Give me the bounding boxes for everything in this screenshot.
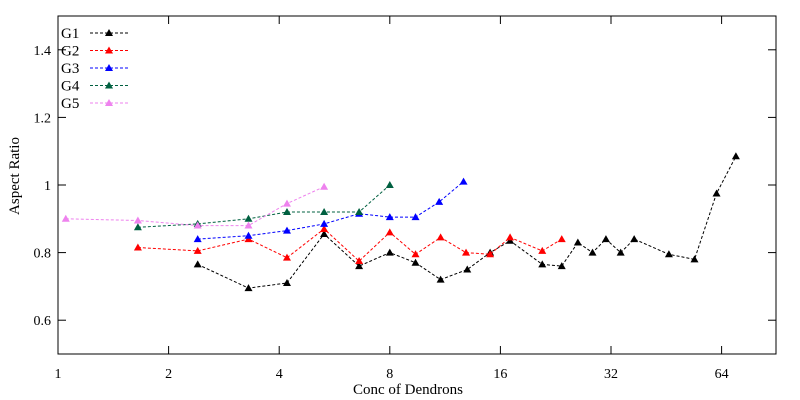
x-axis-title: Conc of Dendrons — [353, 382, 463, 398]
series-g1-point — [731, 152, 740, 160]
series-g3-point — [193, 235, 202, 243]
series-g1-point — [385, 248, 394, 256]
y-axis: 0.6 0.8 1 1.2 1.4 — [34, 44, 776, 329]
series-g2-point — [462, 248, 471, 256]
legend-marker-g5 — [105, 99, 113, 106]
series-g1-point — [244, 284, 253, 292]
series-g5-point — [244, 221, 253, 229]
series-g1 — [193, 152, 740, 292]
series-g2-line — [137, 228, 562, 262]
series-g1-point — [712, 189, 721, 197]
legend-label-g1: G1 — [61, 26, 79, 42]
series-g2 — [133, 224, 566, 265]
series-g1-point — [355, 262, 364, 270]
y-tick-label: 1.2 — [34, 111, 52, 126]
series-g1-point — [616, 248, 625, 256]
legend-label-g2: G2 — [61, 44, 79, 60]
series-g5-point — [61, 214, 70, 222]
series-g1-point — [557, 262, 566, 270]
x-axis: 1 2 4 8 16 32 64 — [55, 16, 729, 382]
series-g2-point — [538, 246, 547, 254]
legend-label-g4: G4 — [61, 79, 80, 95]
x-tick-label: 1 — [55, 367, 62, 382]
legend-marker-g2 — [105, 46, 113, 54]
series-g5 — [61, 182, 329, 229]
series-g4-point — [355, 208, 364, 216]
x-tick-label: 16 — [493, 367, 507, 382]
series-g3-point — [411, 213, 420, 221]
series-g2-point — [320, 224, 329, 232]
series-g1-line — [197, 156, 737, 289]
series-g3-point — [459, 177, 468, 185]
series-g2-point — [133, 243, 142, 251]
series-g5-point — [193, 221, 202, 229]
series-g5-point — [133, 216, 142, 224]
series-g1-point — [538, 260, 547, 268]
legend-label-g3: G3 — [61, 61, 79, 77]
plot-frame — [57, 15, 777, 355]
series-g5-line — [65, 186, 325, 227]
series-g1-point — [320, 230, 329, 238]
series-g3 — [193, 177, 468, 243]
y-tick-label: 1 — [44, 179, 51, 194]
y-tick-label: 1.4 — [34, 44, 52, 59]
x-tick-label: 4 — [276, 367, 283, 382]
legend-marker-g1 — [105, 29, 113, 36]
series-g1-point — [664, 250, 673, 258]
series-g1-point — [282, 279, 291, 287]
series-g1-point — [411, 258, 420, 266]
series-g2-point — [486, 250, 495, 258]
series-g1-point — [588, 248, 597, 256]
series-g3-point — [385, 213, 394, 221]
legend-marker-g4 — [105, 81, 113, 89]
series-g3-point — [282, 226, 291, 234]
x-tick-label: 32 — [604, 367, 618, 382]
series-g2-point — [506, 233, 515, 241]
series-g4-point — [320, 208, 329, 216]
series-g1-point — [573, 238, 582, 246]
y-axis-title: Aspect Ratio — [7, 137, 23, 215]
legend-marker-g3 — [105, 64, 113, 71]
series-g3-point — [320, 219, 329, 227]
series-g1-point — [436, 275, 445, 283]
series-g2-point — [282, 253, 291, 261]
series-g1-point — [193, 260, 202, 268]
series-g1-point — [690, 255, 699, 263]
series-g1-point — [601, 235, 610, 243]
series-g1-point — [630, 235, 639, 243]
series-g2-point — [436, 233, 445, 241]
x-tick-label: 2 — [165, 367, 172, 382]
series-g1-point — [463, 265, 472, 273]
series-g2-point — [557, 235, 566, 243]
y-tick-label: 0.8 — [34, 247, 52, 262]
series-g3-line — [197, 181, 464, 240]
x-tick-label: 64 — [715, 367, 729, 382]
series-g2-point — [355, 257, 364, 265]
series-g3-point — [244, 231, 253, 239]
series-g4-point — [385, 181, 394, 188]
series-g2-point — [411, 250, 420, 258]
series-layer — [61, 152, 740, 292]
series-g2-point — [193, 246, 202, 254]
series-g5-point — [282, 199, 291, 207]
series-g5-point — [320, 182, 329, 190]
x-tick-label: 8 — [386, 367, 393, 382]
series-g4 — [133, 181, 394, 231]
series-g4-line — [137, 184, 391, 228]
series-g4-point — [244, 214, 253, 222]
series-g4-point — [282, 208, 291, 216]
series-g3-point — [435, 197, 444, 205]
series-g4-point — [133, 223, 142, 231]
legend-label-g5: G5 — [61, 96, 79, 112]
y-tick-label: 0.6 — [34, 314, 52, 329]
series-g2-point — [385, 228, 394, 236]
